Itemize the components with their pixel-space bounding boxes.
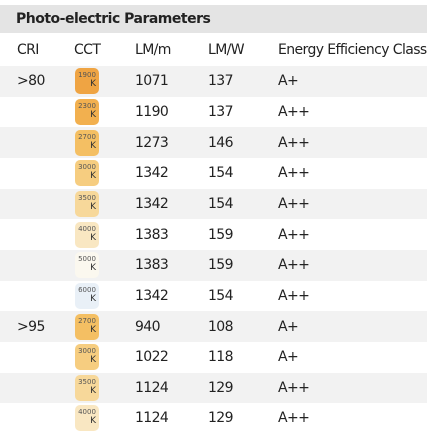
cct-value: 3500	[78, 193, 96, 202]
cct-value: 1900	[78, 71, 96, 80]
table-row: 3000 K 1342 154 A++	[0, 157, 427, 189]
efficiency-class: A+	[278, 73, 299, 90]
cct-unit: K	[90, 171, 96, 182]
column-header: LM/m	[135, 42, 171, 58]
cct-unit: K	[90, 263, 96, 274]
lm-m: 940	[135, 318, 161, 335]
cct-value: 3000	[78, 163, 96, 172]
lm-m: 1190	[135, 103, 169, 120]
table-row: 5000 K 1383 159 A++	[0, 249, 427, 281]
cri: >80	[17, 73, 45, 90]
lm-w: 129	[208, 379, 234, 396]
lm-w: 118	[208, 349, 234, 366]
lm-w: 154	[208, 287, 234, 304]
cct-unit: K	[90, 355, 96, 366]
cri: >95	[17, 318, 45, 335]
lm-w: 154	[208, 195, 234, 212]
cct-icon: 3000 K	[75, 344, 99, 371]
efficiency-class: A++	[278, 134, 310, 151]
lm-m: 1124	[135, 379, 169, 396]
table-row: 3000 K 1022 118 A+	[0, 341, 427, 373]
column-header: CRI	[17, 42, 39, 58]
lm-m: 1022	[135, 349, 169, 366]
lm-w: 137	[208, 103, 234, 120]
cct-unit: K	[90, 232, 96, 243]
lm-w: 137	[208, 73, 234, 90]
efficiency-class: A++	[278, 257, 310, 274]
cct-unit: K	[90, 416, 96, 427]
table-row: >95 2700 K 940 108 A+	[0, 311, 427, 342]
efficiency-class: A++	[278, 165, 310, 182]
cct-value: 4000	[78, 224, 96, 233]
cct-unit: K	[90, 201, 96, 212]
efficiency-class: A++	[278, 410, 310, 427]
lm-w: 129	[208, 410, 234, 427]
cct-value: 6000	[78, 285, 96, 294]
lm-m: 1342	[135, 195, 169, 212]
table-row: 4000 K 1124 129 A++	[0, 403, 427, 434]
cct-value: 3000	[78, 347, 96, 356]
efficiency-class: A++	[278, 287, 310, 304]
cct-unit: K	[90, 79, 96, 90]
cct-value: 4000	[78, 408, 96, 417]
lm-m: 1071	[135, 73, 169, 90]
lm-m: 1342	[135, 165, 169, 182]
lm-w: 108	[208, 318, 234, 335]
table-row: 6000 K 1342 154 A++	[0, 280, 427, 312]
efficiency-class: A++	[278, 103, 310, 120]
cct-value: 2700	[78, 316, 96, 325]
efficiency-class: A++	[278, 195, 310, 212]
cct-value: 3500	[78, 377, 96, 386]
cct-icon: 2300 K	[75, 98, 99, 125]
cct-icon: 2700 K	[75, 129, 99, 156]
lm-m: 1124	[135, 410, 169, 427]
table-row: 3500 K 1342 154 A++	[0, 188, 427, 220]
cct-icon: 6000 K	[75, 282, 99, 309]
lm-m: 1342	[135, 287, 169, 304]
cct-value: 2300	[78, 101, 96, 110]
column-header: Energy Efficiency Class	[278, 42, 427, 58]
lm-m: 1383	[135, 226, 169, 243]
lm-w: 154	[208, 165, 234, 182]
lm-m: 1273	[135, 134, 169, 151]
column-header: LM/W	[208, 42, 245, 58]
cct-value: 5000	[78, 255, 96, 264]
table-row: 4000 K 1383 159 A++	[0, 219, 427, 250]
cct-unit: K	[90, 109, 96, 120]
table-row: 2300 K 1190 137 A++	[0, 96, 427, 128]
lm-m: 1383	[135, 257, 169, 274]
lm-w: 146	[208, 134, 234, 151]
table-row: 3500 K 1124 129 A++	[0, 372, 427, 404]
cct-icon: 1900 K	[75, 68, 99, 95]
cct-unit: K	[90, 324, 96, 335]
cct-value: 2700	[78, 132, 96, 141]
cct-icon: 4000 K	[75, 221, 99, 248]
table-row: >80 1900 K 1071 137 A+	[0, 66, 427, 97]
cct-unit: K	[90, 293, 96, 304]
cct-icon: 5000 K	[75, 252, 99, 279]
title: Photo-electric Parameters	[0, 5, 427, 33]
cct-icon: 2700 K	[75, 313, 99, 340]
lm-w: 159	[208, 257, 234, 274]
cct-icon: 3500 K	[75, 374, 99, 401]
efficiency-class: A++	[278, 226, 310, 243]
table-row: 2700 K 1273 146 A++	[0, 127, 427, 158]
cct-unit: K	[90, 140, 96, 151]
cct-icon: 3500 K	[75, 190, 99, 217]
efficiency-class: A+	[278, 349, 299, 366]
efficiency-class: A++	[278, 379, 310, 396]
cct-icon: 4000 K	[75, 405, 99, 432]
cct-icon: 3000 K	[75, 160, 99, 187]
lm-w: 159	[208, 226, 234, 243]
cct-unit: K	[90, 385, 96, 396]
efficiency-class: A+	[278, 318, 299, 335]
column-header: CCT	[74, 42, 101, 58]
